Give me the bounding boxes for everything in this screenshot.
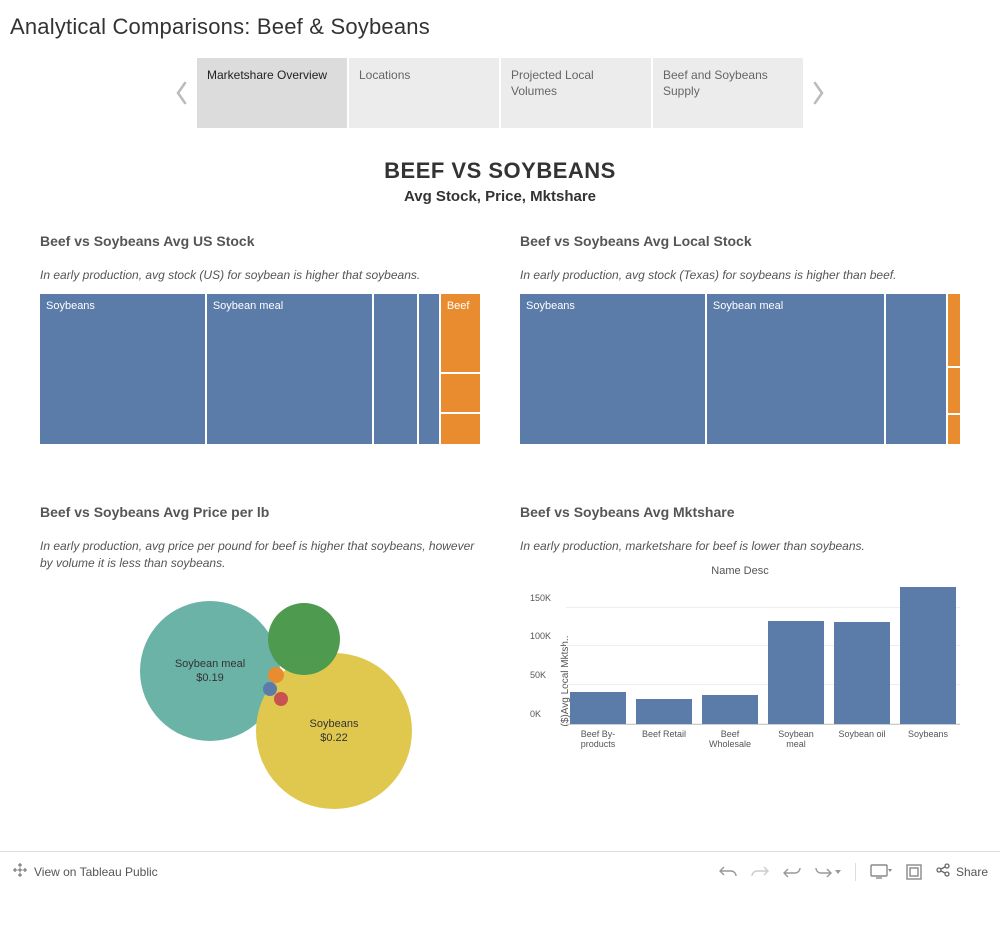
bar[interactable]: [570, 692, 626, 723]
panel-price: Beef vs Soybeans Avg Price per lb In ear…: [40, 504, 480, 812]
treemap-cell[interactable]: [374, 294, 417, 444]
ytick-label: 100K: [530, 631, 551, 641]
tabs-row: Marketshare OverviewLocationsProjected L…: [0, 58, 1000, 148]
treemap-cell[interactable]: Beef: [441, 294, 480, 372]
bar-top-label: Name Desc: [520, 565, 960, 577]
treemap-cell[interactable]: Soybeans: [520, 294, 705, 444]
treemap-cell[interactable]: [441, 374, 480, 412]
panel-us-stock: Beef vs Soybeans Avg US Stock In early p…: [40, 233, 480, 444]
ytick-label: 150K: [530, 593, 551, 603]
treemap-cell[interactable]: [441, 414, 480, 444]
panel-caption: In early production, avg price per pound…: [40, 538, 480, 572]
next-arrow-icon[interactable]: [803, 81, 833, 105]
tableau-logo-icon: [12, 862, 28, 881]
bar-xlabel: Soybeans: [900, 729, 956, 751]
treemap-cell[interactable]: [419, 294, 439, 444]
treemap-cell[interactable]: Soybean meal: [707, 294, 884, 444]
panel-mktshare: Beef vs Soybeans Avg Mktshare In early p…: [520, 504, 960, 812]
treemap-cell[interactable]: [948, 294, 960, 367]
view-on-tableau-label: View on Tableau Public: [34, 865, 158, 879]
tabs-container: Marketshare OverviewLocationsProjected L…: [197, 58, 803, 128]
treemap-us-stock[interactable]: SoybeansSoybean meal Beef: [40, 294, 480, 444]
share-button[interactable]: Share: [936, 863, 988, 880]
bar-xlabel: Beef Retail: [636, 729, 692, 751]
panel-title: Beef vs Soybeans Avg Local Stock: [520, 233, 960, 249]
ytick-label: 50K: [530, 670, 546, 680]
footer-actions: Share: [719, 863, 988, 881]
share-icon: [936, 863, 950, 880]
treemap-cell[interactable]: [948, 368, 960, 413]
hero-subtitle: Avg Stock, Price, Mktshare: [0, 188, 1000, 205]
revert-icon[interactable]: [783, 865, 801, 879]
tab-2[interactable]: Projected Local Volumes: [501, 58, 651, 128]
panel-title: Beef vs Soybeans Avg Mktshare: [520, 504, 960, 520]
bar-xlabel: Soybean oil: [834, 729, 890, 751]
bar-plot-area: 0K50K100K150K: [566, 585, 960, 725]
bar-xlabels: Beef By-products Beef Retail Beef Wholesal…: [566, 725, 960, 751]
panel-caption: In early production, avg stock (US) for …: [40, 267, 480, 284]
redo-icon[interactable]: [751, 865, 769, 879]
dashboard-grid: Beef vs Soybeans Avg US Stock In early p…: [0, 233, 1000, 851]
bar-xlabel: Beef Wholesale: [702, 729, 758, 751]
panel-caption: In early production, marketshare for bee…: [520, 538, 960, 555]
fullscreen-icon[interactable]: [906, 864, 922, 880]
tab-1[interactable]: Locations: [349, 58, 499, 128]
footer-toolbar: View on Tableau Public Share: [0, 851, 1000, 891]
device-preview-icon[interactable]: [870, 864, 892, 880]
refresh-dropdown-icon[interactable]: [815, 865, 841, 879]
panel-caption: In early production, avg stock (Texas) f…: [520, 267, 960, 284]
panel-title: Beef vs Soybeans Avg Price per lb: [40, 504, 480, 520]
hero-title: BEEF VS SOYBEANS: [0, 158, 1000, 184]
tab-3[interactable]: Beef and Soybeans Supply: [653, 58, 803, 128]
bubble-chart[interactable]: Soybean meal$0.19Soybeans$0.22: [40, 581, 480, 811]
panel-local-stock: Beef vs Soybeans Avg Local Stock In earl…: [520, 233, 960, 444]
bar[interactable]: [702, 695, 758, 724]
treemap-cell[interactable]: [948, 415, 960, 444]
bar[interactable]: [636, 699, 692, 724]
treemap-cell[interactable]: Soybeans: [40, 294, 205, 444]
treemap-cell[interactable]: Soybean meal: [207, 294, 372, 444]
hero: BEEF VS SOYBEANS Avg Stock, Price, Mktsh…: [0, 158, 1000, 205]
treemap-cell[interactable]: [886, 294, 946, 444]
undo-icon[interactable]: [719, 865, 737, 879]
tab-0[interactable]: Marketshare Overview: [197, 58, 347, 128]
bar-xlabel: Beef By-products: [570, 729, 626, 751]
view-on-tableau-button[interactable]: View on Tableau Public: [12, 862, 158, 881]
bar[interactable]: [834, 622, 890, 723]
page-title: Analytical Comparisons: Beef & Soybeans: [0, 0, 1000, 58]
bubble[interactable]: [268, 603, 340, 675]
separator: [855, 863, 856, 881]
bar-xlabel: Soybean meal: [768, 729, 824, 751]
ytick-label: 0K: [530, 709, 541, 719]
treemap-local-stock[interactable]: SoybeansSoybean meal: [520, 294, 960, 444]
prev-arrow-icon[interactable]: [167, 81, 197, 105]
bar[interactable]: [900, 587, 956, 723]
panel-title: Beef vs Soybeans Avg US Stock: [40, 233, 480, 249]
share-label: Share: [956, 865, 988, 879]
bar[interactable]: [768, 621, 824, 724]
bar-chart[interactable]: ($)Avg Local Mktsh.. 0K50K100K150K Beef …: [520, 581, 960, 781]
